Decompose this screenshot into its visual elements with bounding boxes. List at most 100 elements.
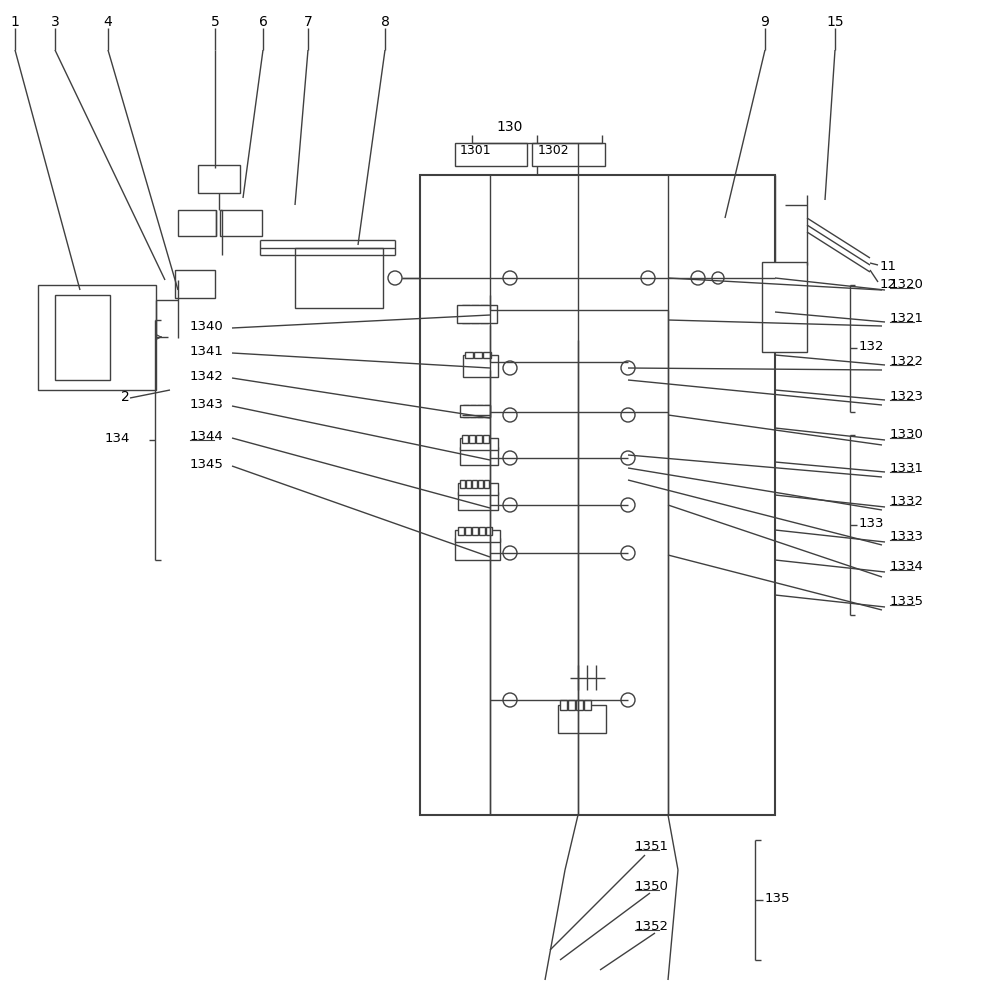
- Text: 1345: 1345: [190, 458, 224, 471]
- Bar: [478, 480, 483, 488]
- Text: 8: 8: [381, 15, 390, 29]
- Bar: [455, 143, 527, 166]
- Bar: [465, 352, 473, 358]
- Text: 12: 12: [880, 278, 897, 291]
- Text: 1330: 1330: [890, 428, 924, 441]
- Bar: [472, 480, 477, 488]
- Text: 4: 4: [103, 15, 112, 29]
- Bar: [178, 210, 216, 236]
- Text: 1: 1: [11, 15, 20, 29]
- Bar: [420, 175, 775, 815]
- Text: 15: 15: [827, 15, 844, 29]
- Bar: [55, 295, 110, 380]
- Text: 2: 2: [121, 390, 129, 404]
- Bar: [463, 355, 498, 377]
- Bar: [295, 248, 383, 308]
- Bar: [462, 435, 468, 443]
- Bar: [584, 700, 591, 710]
- Text: 1301: 1301: [460, 144, 492, 157]
- Text: 3: 3: [50, 15, 59, 29]
- Bar: [486, 527, 492, 535]
- Bar: [460, 438, 498, 450]
- Bar: [458, 492, 498, 510]
- Circle shape: [503, 451, 517, 465]
- Text: 135: 135: [765, 892, 790, 905]
- Text: 1333: 1333: [890, 530, 924, 543]
- Bar: [471, 305, 479, 323]
- Circle shape: [503, 361, 517, 375]
- Text: 1351: 1351: [635, 840, 669, 853]
- Text: 1341: 1341: [190, 345, 224, 358]
- Bar: [762, 262, 807, 352]
- Bar: [38, 285, 156, 390]
- Bar: [479, 527, 485, 535]
- Circle shape: [621, 361, 635, 375]
- Text: 1344: 1344: [190, 430, 223, 443]
- Text: 1322: 1322: [890, 355, 924, 368]
- Bar: [460, 405, 490, 417]
- Text: 1331: 1331: [890, 462, 924, 475]
- Text: 1323: 1323: [890, 390, 924, 403]
- Text: 1332: 1332: [890, 495, 924, 508]
- Circle shape: [503, 546, 517, 560]
- Bar: [476, 435, 482, 443]
- Text: 130: 130: [497, 120, 523, 134]
- Bar: [474, 352, 482, 358]
- Bar: [484, 405, 490, 417]
- Text: 133: 133: [859, 517, 885, 530]
- Bar: [463, 405, 469, 417]
- Bar: [472, 527, 478, 535]
- Text: 1342: 1342: [190, 370, 224, 383]
- Circle shape: [503, 693, 517, 707]
- Circle shape: [691, 271, 705, 285]
- Text: 1350: 1350: [635, 880, 669, 893]
- Bar: [462, 305, 470, 323]
- Circle shape: [503, 271, 517, 285]
- Text: 1334: 1334: [890, 560, 924, 573]
- Circle shape: [621, 693, 635, 707]
- Bar: [484, 480, 489, 488]
- Circle shape: [388, 271, 402, 285]
- Text: 1340: 1340: [190, 320, 223, 333]
- Circle shape: [712, 272, 724, 284]
- Bar: [560, 700, 567, 710]
- Bar: [175, 270, 215, 298]
- Bar: [465, 527, 471, 535]
- Text: 1302: 1302: [538, 144, 570, 157]
- Circle shape: [621, 451, 635, 465]
- Bar: [460, 480, 465, 488]
- Text: 1321: 1321: [890, 312, 924, 325]
- Circle shape: [503, 498, 517, 512]
- Text: 11: 11: [880, 260, 897, 273]
- Text: 5: 5: [211, 15, 219, 29]
- Bar: [198, 165, 240, 193]
- Text: 6: 6: [259, 15, 268, 29]
- Text: 134: 134: [105, 432, 130, 445]
- Circle shape: [621, 546, 635, 560]
- Bar: [477, 405, 483, 417]
- Bar: [460, 447, 498, 465]
- Bar: [483, 352, 491, 358]
- Text: 1343: 1343: [190, 398, 224, 411]
- Circle shape: [621, 498, 635, 512]
- Bar: [457, 305, 497, 323]
- Text: 1320: 1320: [890, 278, 924, 291]
- Bar: [220, 210, 262, 236]
- Text: 132: 132: [859, 340, 885, 353]
- Text: 7: 7: [304, 15, 312, 29]
- Bar: [458, 483, 498, 495]
- Bar: [576, 700, 583, 710]
- Bar: [558, 705, 606, 733]
- Circle shape: [503, 408, 517, 422]
- Bar: [455, 530, 500, 542]
- Bar: [466, 480, 471, 488]
- Bar: [470, 405, 476, 417]
- Bar: [455, 538, 500, 560]
- Bar: [458, 527, 464, 535]
- Text: 9: 9: [761, 15, 769, 29]
- Circle shape: [641, 271, 655, 285]
- Text: 1335: 1335: [890, 595, 924, 608]
- Text: 1352: 1352: [635, 920, 669, 933]
- Bar: [568, 700, 575, 710]
- Bar: [469, 435, 475, 443]
